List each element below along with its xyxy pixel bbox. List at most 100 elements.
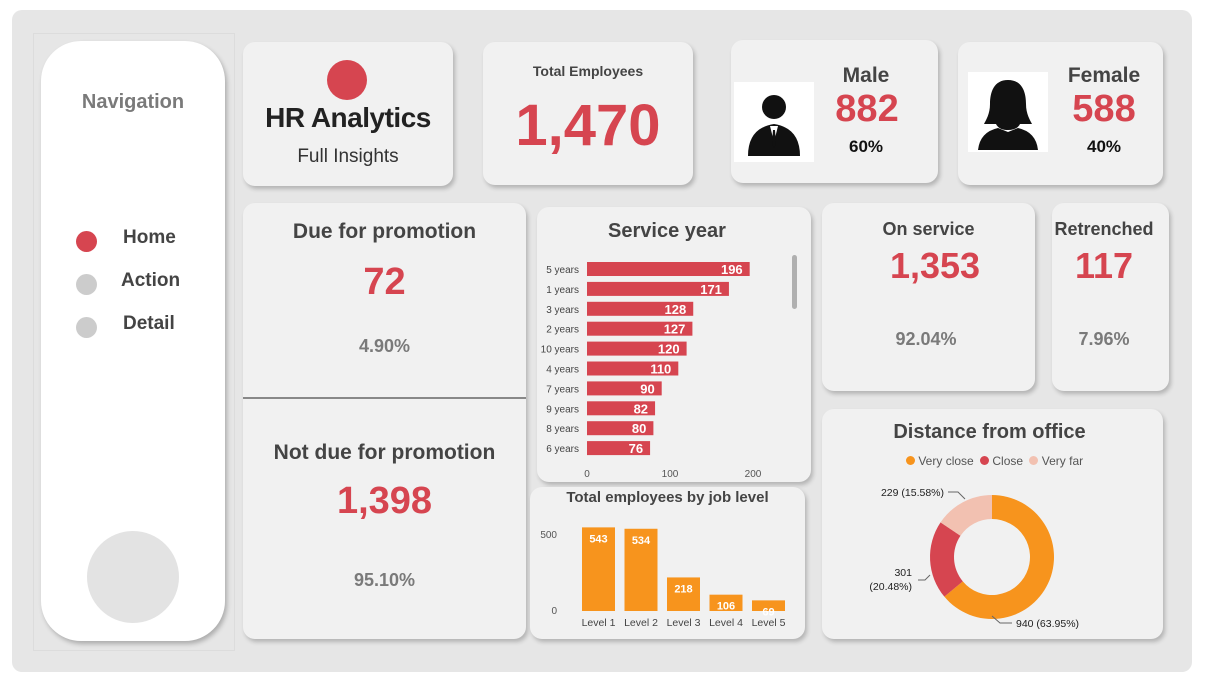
y-tick-label: 2 years [546, 325, 579, 336]
retrenched-label: Retrenched [1054, 219, 1154, 239]
data-label: 229 (15.58%) [881, 487, 944, 499]
due-promotion-percent: 4.90% [358, 336, 411, 356]
on-service-value: 1,353 [889, 245, 981, 286]
bar [587, 421, 654, 436]
data-label: 534 [632, 535, 651, 547]
y-tick-label: 6 years [546, 444, 579, 455]
x-tick-label: Level 1 [582, 617, 616, 629]
active-dot-icon [76, 231, 97, 252]
total-employees-value: 1,470 [515, 93, 661, 158]
not-due-promotion-label: Not due for promotion [273, 441, 496, 464]
on-service-label: On service [882, 219, 975, 239]
bar [587, 361, 679, 376]
nav-item-detail[interactable]: Detail [76, 312, 216, 338]
data-label: 106 [717, 601, 735, 613]
distance-donut-chart: 940 (63.95%) 301 (20.48%) 229 (15.58%) [869, 487, 1079, 630]
nav-title: Navigation [81, 91, 185, 113]
male-avatar-icon [734, 82, 814, 162]
data-label: 110 [650, 362, 671, 377]
legend-close-icon [980, 456, 990, 465]
data-label: 218 [674, 583, 692, 595]
data-label: 301 [894, 567, 912, 579]
data-label: 128 [665, 302, 687, 317]
nav-item-label: Detail [123, 313, 175, 334]
y-tick-label: 3 years [546, 305, 579, 316]
data-label: 171 [700, 282, 722, 297]
legend-label: Very close [918, 454, 974, 468]
promotion-card: Due for promotion 72 4.90% Not due for p… [243, 203, 526, 639]
nav-item-label: Home [123, 227, 176, 248]
total-employees-card: Total Employees 1,470 [483, 42, 693, 185]
female-label: Female [1067, 64, 1141, 87]
job-level-card: Total employees by job level 0 500 543 Leve… [530, 487, 805, 639]
data-label: 940 (63.95%) [1016, 618, 1079, 630]
data-label: (20.48%) [869, 581, 912, 593]
inactive-dot-icon [76, 274, 97, 295]
logo-dot-icon [327, 60, 367, 100]
x-tick-label: Level 2 [624, 617, 658, 629]
nav-item-action[interactable]: Action [76, 269, 216, 295]
female-count: 588 [1072, 88, 1136, 130]
y-tick-label: 10 years [541, 345, 579, 356]
distance-card: Distance from office Very close Close Ve… [822, 409, 1163, 639]
male-label: Male [842, 64, 890, 87]
legend-very-close-icon [906, 456, 915, 465]
bar [587, 281, 729, 296]
x-tick-label: 200 [745, 469, 762, 480]
nav-item-home[interactable]: Home [76, 226, 216, 252]
y-tick-label: 5 years [546, 265, 579, 276]
y-tick-label: 7 years [546, 384, 579, 395]
chart-title: Distance from office [893, 421, 1086, 443]
bar [587, 401, 656, 416]
y-tick-label: 500 [540, 530, 557, 541]
bar [587, 381, 662, 396]
service-year-chart: 5 years 196 1 years 171 3 years 128 2 years 127… [541, 262, 762, 480]
on-service-percent: 92.04% [895, 329, 957, 349]
bar [587, 321, 693, 336]
chart-legend: Very close Close Very far [906, 454, 1166, 470]
donut-slice [940, 495, 992, 536]
y-tick-label: 4 years [546, 365, 579, 376]
bar [587, 441, 651, 456]
inactive-dot-icon [76, 317, 97, 338]
bar [587, 301, 694, 316]
male-percent: 60% [848, 137, 884, 156]
avatar-placeholder [87, 531, 179, 623]
x-tick-label: Level 4 [709, 617, 743, 629]
legend-label: Very far [1041, 454, 1084, 468]
app-subtitle: Full Insights [297, 146, 399, 167]
nav-item-label: Action [121, 270, 181, 291]
male-count: 882 [835, 88, 899, 130]
x-tick-label: 100 [662, 469, 679, 480]
female-avatar-icon [968, 72, 1048, 152]
data-label: 82 [634, 401, 648, 416]
navigation-panel: Navigation Home Action Detail [41, 41, 225, 641]
data-label: 69 [762, 606, 774, 618]
total-employees-label: Total Employees [532, 63, 644, 79]
x-tick-label: Level 3 [667, 617, 701, 629]
bar [587, 262, 750, 276]
bar [582, 527, 615, 611]
bar [752, 600, 785, 611]
x-tick-label: 0 [584, 469, 590, 480]
scrollbar-thumb[interactable] [792, 255, 797, 309]
legend-very-far-icon [1029, 456, 1039, 465]
data-label: 80 [632, 421, 646, 436]
app-title: HR Analytics [265, 102, 431, 133]
bar [709, 594, 743, 611]
y-tick-label: 0 [551, 606, 557, 617]
retrenched-card: Retrenched 117 7.96% [1052, 203, 1169, 391]
x-tick-label: Level 5 [752, 617, 786, 629]
male-card: Male 882 60% [731, 40, 938, 183]
not-due-promotion-percent: 95.10% [353, 570, 416, 590]
leader-line [918, 574, 931, 581]
data-label: 196 [721, 262, 743, 277]
retrenched-value: 117 [1074, 245, 1134, 286]
chart-title: Service year [608, 220, 726, 242]
on-service-card: On service 1,353 92.04% [822, 203, 1035, 391]
y-tick-label: 9 years [546, 404, 579, 415]
data-label: 120 [658, 342, 680, 357]
legend-label: Close [992, 454, 1024, 468]
chart-title: Total employees by job level [566, 489, 769, 506]
data-label: 127 [664, 322, 686, 337]
